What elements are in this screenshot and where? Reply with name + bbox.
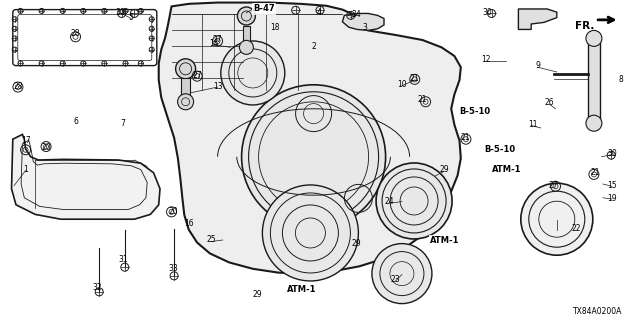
Text: 15: 15	[607, 181, 617, 190]
Text: 29: 29	[439, 165, 449, 174]
Text: 14: 14	[209, 39, 220, 48]
Text: 6: 6	[73, 117, 78, 126]
Text: 3: 3	[362, 23, 367, 32]
Bar	[243, 26, 250, 46]
Circle shape	[586, 115, 602, 131]
Bar	[588, 38, 600, 123]
Polygon shape	[342, 13, 384, 30]
Text: 13: 13	[212, 82, 223, 91]
Text: 27: 27	[212, 36, 223, 44]
Text: 32: 32	[92, 284, 102, 292]
Text: 23: 23	[390, 276, 401, 284]
Text: 1: 1	[23, 165, 28, 174]
Polygon shape	[12, 134, 160, 219]
Text: 2: 2	[311, 42, 316, 51]
Text: 17: 17	[20, 136, 31, 145]
Text: 20: 20	[41, 143, 51, 152]
Text: 21: 21	[418, 95, 427, 104]
Circle shape	[262, 185, 358, 281]
Text: ATM-1: ATM-1	[492, 165, 521, 174]
Text: B-5-10: B-5-10	[484, 145, 515, 154]
Text: 4: 4	[316, 8, 321, 17]
Polygon shape	[518, 9, 557, 29]
Text: 21: 21	[410, 74, 419, 83]
Text: 7: 7	[120, 119, 125, 128]
Text: 29: 29	[351, 239, 361, 248]
Text: ATM-1: ATM-1	[287, 285, 316, 294]
Text: 8: 8	[618, 76, 623, 84]
Text: 16: 16	[184, 220, 194, 228]
Text: 21: 21	[591, 168, 600, 177]
Text: 30: 30	[483, 8, 493, 17]
Text: 30: 30	[115, 8, 125, 17]
Text: 5: 5	[129, 13, 134, 22]
Text: 9: 9	[535, 61, 540, 70]
Text: 26: 26	[544, 98, 554, 107]
Circle shape	[586, 30, 602, 46]
Text: 18: 18	[271, 23, 280, 32]
Text: 27: 27	[548, 181, 559, 190]
Circle shape	[521, 183, 593, 255]
Text: 29: 29	[252, 290, 262, 299]
Text: 28: 28	[13, 82, 22, 91]
Text: 27: 27	[192, 71, 202, 80]
Circle shape	[237, 7, 255, 25]
Text: 33: 33	[168, 264, 178, 273]
Text: 34: 34	[351, 10, 361, 19]
Text: ATM-1: ATM-1	[430, 236, 460, 245]
Text: 25: 25	[206, 236, 216, 244]
Circle shape	[175, 59, 196, 79]
Bar	[181, 78, 190, 101]
Circle shape	[376, 163, 452, 239]
Circle shape	[239, 40, 253, 54]
Text: 30: 30	[607, 149, 617, 158]
Text: 11: 11	[528, 120, 537, 129]
Text: 24: 24	[384, 197, 394, 206]
Circle shape	[372, 244, 432, 304]
Text: 28: 28	[71, 29, 80, 38]
Circle shape	[221, 41, 285, 105]
Text: 21: 21	[461, 133, 470, 142]
Text: TX84A0200A: TX84A0200A	[573, 307, 622, 316]
Text: 20: 20	[168, 207, 179, 216]
Text: 22: 22	[572, 224, 580, 233]
Text: B-47: B-47	[253, 4, 275, 13]
Text: 12: 12	[482, 55, 491, 64]
Polygon shape	[159, 3, 461, 274]
Circle shape	[178, 94, 193, 110]
Text: 10: 10	[397, 80, 407, 89]
Text: FR.: FR.	[575, 21, 594, 31]
Text: 19: 19	[607, 194, 617, 203]
Text: B-5-10: B-5-10	[460, 108, 491, 116]
Text: 31: 31	[118, 255, 128, 264]
Circle shape	[242, 85, 385, 229]
